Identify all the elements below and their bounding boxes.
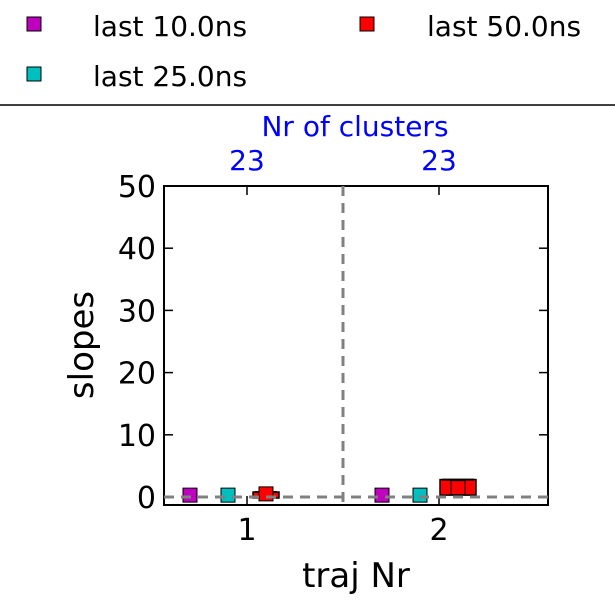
y-axis-ticks: 0 10 20 30 40 50	[118, 170, 548, 516]
plot-frame	[163, 185, 549, 506]
legend-label: last 25.0ns	[93, 60, 247, 93]
y-tick-label: 20	[118, 357, 156, 392]
data-marker-last-50-0ns	[450, 480, 466, 496]
y-tick-label: 40	[118, 232, 156, 267]
y-tick-label: 50	[118, 170, 156, 205]
legend-marker-red	[359, 16, 375, 32]
top-cluster-count: 23	[421, 144, 457, 177]
legend: last 10.0ns last 25.0ns last 50.0ns	[0, 10, 615, 106]
legend-marker-magenta	[26, 16, 42, 32]
legend-item-last-50ns: last 50.0ns	[359, 10, 581, 43]
y-tick-label: 30	[118, 294, 156, 329]
data-marker-last-25-0ns	[412, 487, 428, 503]
top-axis-labels: 23 23	[229, 144, 457, 177]
data-marker-last-25-0ns	[220, 487, 236, 503]
legend-item-last-25ns: last 25.0ns	[26, 60, 247, 93]
data-marker-last-10-0ns	[182, 487, 198, 503]
data-marker-last-10-0ns	[374, 487, 390, 503]
y-tick-label: 10	[118, 419, 156, 454]
data-marker-last-50-0ns	[258, 486, 274, 502]
y-tick-label: 0	[137, 481, 156, 516]
x-axis-label: traj Nr	[302, 556, 410, 596]
y-axis-label: slopes	[62, 291, 102, 399]
x-tick-label: 1	[237, 513, 256, 548]
legend-label: last 10.0ns	[93, 10, 247, 43]
legend-item-last-10ns: last 10.0ns	[26, 10, 247, 43]
x-tick-label: 2	[429, 513, 448, 548]
top-cluster-count: 23	[229, 144, 265, 177]
legend-label: last 50.0ns	[427, 10, 581, 43]
legend-marker-cyan	[26, 66, 42, 82]
top-axis-title: Nr of clusters	[261, 110, 448, 143]
chart-marks	[164, 186, 548, 505]
